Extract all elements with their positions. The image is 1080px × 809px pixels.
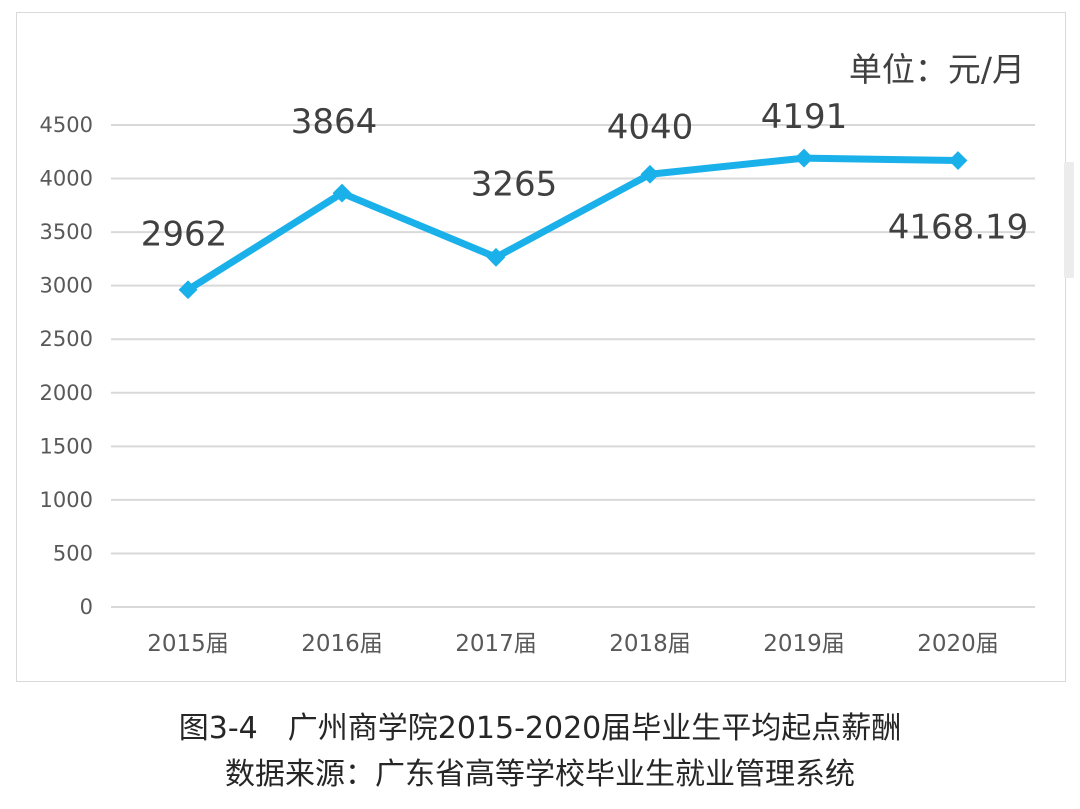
x-tick-label: 2020届 <box>917 631 999 657</box>
unit-label: 单位：元/月 <box>848 50 1025 89</box>
figure-caption: 图3-4 广州商学院2015-2020届毕业生平均起点薪酬 <box>178 711 902 746</box>
data-label: 3265 <box>471 164 558 204</box>
x-tick-label: 2019届 <box>763 631 845 657</box>
source-caption: 数据来源：广东省高等学校毕业生就业管理系统 <box>225 757 855 792</box>
series-line <box>184 154 962 294</box>
y-tick-label: 2000 <box>40 381 93 405</box>
data-label: 4191 <box>761 97 848 137</box>
y-tick-label: 3000 <box>40 274 93 298</box>
data-point <box>948 151 968 170</box>
x-tick-label: 2017届 <box>455 631 537 657</box>
data-label: 2962 <box>141 215 228 255</box>
line-chart: 0 500 1000 1500 2000 2500 3000 3500 4000 4500 2015… <box>40 97 1035 657</box>
x-tick-label: 2015届 <box>147 631 229 657</box>
y-tick-label: 1500 <box>40 434 93 458</box>
data-point <box>486 247 506 267</box>
data-point <box>178 280 198 300</box>
y-tick-label: 0 <box>80 595 93 619</box>
data-label: 3864 <box>291 102 378 142</box>
y-tick-label: 1000 <box>40 488 93 512</box>
data-label: 4040 <box>607 107 694 147</box>
y-tick-label: 4500 <box>40 113 93 137</box>
y-tick-label: 2500 <box>40 327 93 351</box>
data-label: 4168.19 <box>888 208 1029 248</box>
scrollbar-handle[interactable] <box>1064 162 1074 278</box>
y-tick-label: 500 <box>53 541 93 565</box>
data-point <box>640 164 660 184</box>
x-tick-label: 2016届 <box>301 631 383 657</box>
chart-frame: 0 500 1000 1500 2000 2500 3000 3500 4000 4500 2015… <box>16 12 1066 682</box>
data-point <box>794 148 814 168</box>
x-tick-label: 2018届 <box>609 631 691 657</box>
y-tick-label: 4000 <box>40 167 93 191</box>
y-tick-label: 3500 <box>40 220 93 244</box>
data-point <box>332 183 352 203</box>
